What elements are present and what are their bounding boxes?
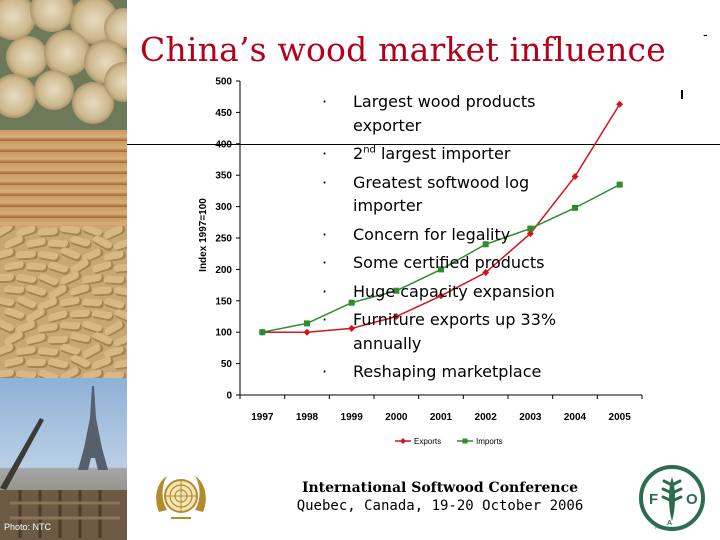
bullet-item: · Greatest softwood log importer bbox=[322, 171, 602, 218]
data-point-imports bbox=[527, 225, 534, 232]
y-axis-title: Index 1997=100 bbox=[198, 198, 209, 272]
log-end bbox=[44, 30, 90, 76]
bullet-marker: · bbox=[322, 310, 328, 329]
fao-motto: FIAT PANIS bbox=[655, 525, 681, 530]
bullet-text: Some certified products bbox=[353, 253, 545, 272]
x-tick-label: 2003 bbox=[519, 412, 542, 423]
y-tick-label: 400 bbox=[215, 139, 232, 150]
x-tick-label: 2001 bbox=[430, 412, 453, 423]
log-end bbox=[0, 74, 36, 118]
bullet-list: · Largest wood products exporter · 2nd larg… bbox=[322, 90, 602, 389]
photo-logs bbox=[0, 0, 127, 130]
y-tick-label: 350 bbox=[215, 171, 232, 182]
bullet-marker: · bbox=[322, 172, 328, 192]
fao-letter-f: F bbox=[649, 491, 658, 508]
data-point-imports bbox=[259, 329, 266, 336]
x-tick-label: 2005 bbox=[609, 412, 632, 423]
fao-letter-a: A bbox=[667, 520, 672, 527]
bullet-item: · Reshaping marketplace bbox=[322, 360, 602, 384]
x-tick-label: 2002 bbox=[475, 412, 498, 423]
photo-strip: Photo: NTC bbox=[0, 0, 127, 540]
data-point-imports bbox=[393, 287, 400, 294]
y-tick-label: 500 bbox=[215, 77, 232, 88]
legend-label: Imports bbox=[476, 437, 503, 446]
x-tick-label: 1998 bbox=[296, 412, 319, 423]
y-tick-label: 150 bbox=[215, 296, 232, 307]
footer: International Softwood Conference Quebec… bbox=[240, 480, 640, 514]
y-tick-label: 300 bbox=[215, 202, 232, 213]
data-point-imports bbox=[572, 204, 578, 211]
bullet-marker: · bbox=[322, 253, 328, 272]
log-end bbox=[104, 8, 127, 48]
corner-mark: - bbox=[703, 26, 708, 42]
y-tick-label: 250 bbox=[215, 234, 232, 245]
data-point-imports bbox=[438, 266, 444, 273]
data-point-exports bbox=[303, 328, 311, 336]
data-point-exports bbox=[348, 324, 356, 332]
conference-name: International Softwood Conference bbox=[301, 480, 579, 496]
legend-label: Exports bbox=[414, 437, 441, 446]
x-tick-label: 1999 bbox=[341, 412, 364, 423]
bullet-item: · Largest wood products exporter bbox=[322, 90, 602, 137]
divider-rule bbox=[127, 144, 720, 145]
bullet-item: · Some certified products bbox=[322, 251, 602, 275]
y-tick-label: 0 bbox=[226, 391, 232, 402]
bullet-marker: · bbox=[322, 224, 328, 244]
data-point-exports bbox=[392, 313, 400, 320]
bullet-item: · 2nd largest importer bbox=[322, 142, 602, 166]
log-end bbox=[6, 36, 48, 78]
data-point-exports bbox=[482, 269, 490, 277]
data-point-imports bbox=[616, 181, 623, 188]
data-point-imports bbox=[482, 241, 489, 248]
bullet-text: 2nd largest importer bbox=[353, 144, 511, 163]
data-point-imports bbox=[348, 299, 355, 306]
bullet-item: · Concern for legality bbox=[322, 223, 602, 247]
x-tick-label: 2004 bbox=[564, 412, 587, 423]
data-point-exports bbox=[571, 172, 579, 180]
conference-place-date: Quebec, Canada, 19-20 October 2006 bbox=[296, 498, 584, 514]
bullet-text: Concern for legality bbox=[353, 224, 511, 244]
un-emblem-icon bbox=[156, 476, 206, 519]
photo-pellets bbox=[0, 226, 127, 378]
fao-emblem-icon: F O A FIAT PANIS bbox=[639, 465, 705, 531]
y-tick-label: 200 bbox=[215, 265, 232, 276]
photo-planks bbox=[0, 130, 127, 226]
y-tick-label: 450 bbox=[215, 108, 232, 119]
bullet-item: · Furniture exports up 33% annually bbox=[322, 308, 602, 355]
data-point-exports bbox=[616, 100, 624, 108]
y-tick-label: 100 bbox=[215, 328, 232, 339]
x-tick-label: 2000 bbox=[385, 412, 408, 423]
data-point-exports bbox=[526, 230, 534, 238]
data-point-exports bbox=[437, 292, 445, 300]
x-tick-label: 1997 bbox=[251, 412, 274, 423]
side-tick bbox=[681, 90, 683, 99]
photo-credit: Photo: NTC bbox=[4, 522, 52, 532]
log-end bbox=[34, 70, 74, 110]
eiffel-tower-icon bbox=[0, 386, 127, 540]
bullet-text: Greatest softwood log importer bbox=[353, 172, 530, 216]
slide-title: China’s wood market influence bbox=[140, 30, 666, 69]
bullet-text: Huge capacity expansion bbox=[353, 281, 555, 301]
photo-eiffel-construction: Photo: NTC bbox=[0, 378, 127, 540]
bullet-marker: · bbox=[322, 144, 328, 163]
fao-letter-o: O bbox=[686, 491, 698, 508]
bullet-item: · Huge capacity expansion bbox=[322, 280, 602, 304]
legend-marker bbox=[462, 438, 468, 444]
bullet-marker: · bbox=[322, 362, 328, 381]
log-end bbox=[104, 62, 127, 102]
bullet-text: Largest wood products exporter bbox=[353, 92, 536, 135]
bullet-marker: · bbox=[322, 92, 328, 111]
pellet bbox=[26, 359, 48, 368]
legend-marker bbox=[400, 438, 406, 444]
bullet-text: Reshaping marketplace bbox=[353, 362, 542, 381]
data-point-imports bbox=[304, 320, 310, 327]
bullet-text: Furniture exports up 33% annually bbox=[353, 310, 557, 353]
bullet-marker: · bbox=[322, 281, 328, 301]
y-tick-label: 50 bbox=[221, 359, 233, 370]
